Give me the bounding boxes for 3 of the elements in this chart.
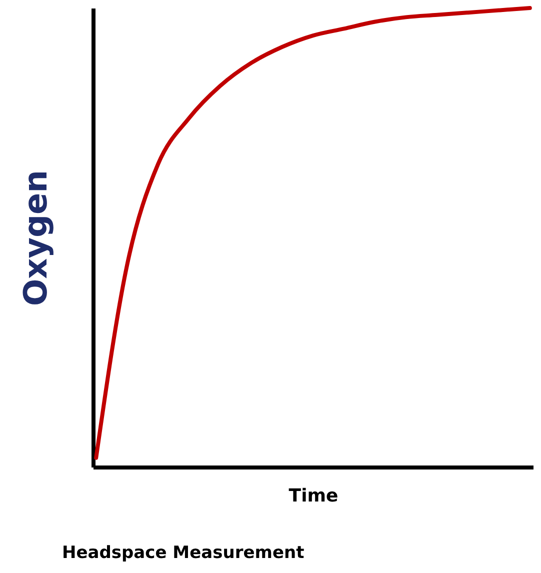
y-axis-title: Oxygen	[16, 170, 54, 306]
text: Headspace Measurement	[62, 543, 304, 563]
x-axis-title: Time	[288, 486, 338, 506]
